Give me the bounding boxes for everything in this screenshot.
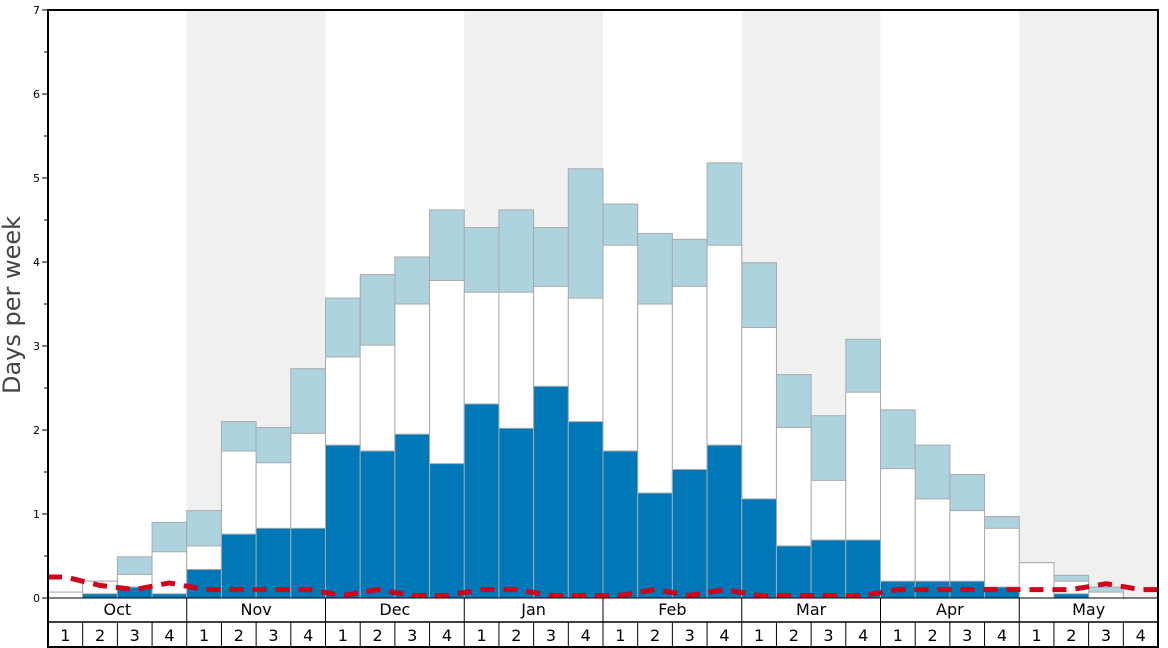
week-label: 2: [927, 626, 937, 645]
week-label: 3: [130, 626, 140, 645]
month-label-jan: Jan: [520, 600, 546, 619]
week-label: 1: [338, 626, 348, 645]
week-label: 4: [1136, 626, 1146, 645]
bar-white-25: [880, 468, 916, 599]
week-label: 4: [581, 626, 591, 645]
bar-dark-18: [637, 492, 673, 599]
bar-dark-30: [1053, 593, 1090, 599]
bar-white-29: [1018, 562, 1055, 599]
week-label: 4: [303, 626, 313, 645]
week-label: 3: [546, 626, 556, 645]
dashed-line-series: [48, 574, 1158, 598]
week-label: 2: [650, 626, 660, 645]
y-tick-label: 3: [33, 340, 40, 353]
y-axis-label: Days per week: [0, 216, 26, 394]
week-label: 1: [1032, 626, 1042, 645]
bar-white-31: [1088, 591, 1124, 599]
week-label: 4: [442, 626, 452, 645]
bar-white-28: [984, 527, 1020, 599]
month-label-apr: Apr: [936, 600, 964, 619]
bar-dark-4: [151, 593, 188, 599]
y-tick-label: 0: [33, 592, 40, 605]
bar-dark-10: [359, 450, 396, 599]
bar-dark-5: [186, 568, 222, 599]
week-label: 4: [719, 626, 729, 645]
week-label: 2: [372, 626, 382, 645]
week-label: 1: [615, 626, 625, 645]
week-label: 3: [823, 626, 833, 645]
week-label: 1: [60, 626, 70, 645]
week-label: 4: [164, 626, 174, 645]
bar-dark-17: [602, 450, 639, 599]
bar-dark-15: [533, 385, 569, 599]
y-tick-label: 5: [33, 172, 40, 185]
week-label: 2: [234, 626, 244, 645]
bar-dark-2: [82, 593, 118, 599]
month-label-oct: Oct: [104, 600, 132, 619]
bar-dark-16: [567, 421, 604, 599]
week-label: 4: [997, 626, 1007, 645]
x-axis: Oct Nov Dec Jan Feb Mar Apr May 1 2 3 4 1 2 3 4 1 2 3 4 1 2 3 4…: [60, 598, 1146, 648]
week-label: 2: [789, 626, 799, 645]
week-label: 3: [268, 626, 278, 645]
dashed-line-path: [48, 574, 1158, 598]
week-label: 1: [893, 626, 903, 645]
y-tick-label: 7: [33, 4, 40, 17]
week-label: 3: [407, 626, 417, 645]
week-label: 3: [962, 626, 972, 645]
bar-dark-21: [741, 498, 777, 599]
y-tick-label: 4: [33, 256, 40, 269]
month-label-dec: Dec: [379, 600, 410, 619]
bar-dark-12: [429, 463, 465, 599]
bar-white-4: [151, 551, 188, 599]
bar-dark-24: [845, 539, 881, 599]
week-label: 3: [685, 626, 695, 645]
bar-dark-19: [671, 468, 708, 599]
month-label-may: May: [1072, 600, 1105, 619]
week-label: 1: [199, 626, 209, 645]
bar-dark-9: [325, 444, 361, 599]
week-label: 2: [1066, 626, 1076, 645]
month-label-nov: Nov: [241, 600, 272, 619]
week-label: 3: [1101, 626, 1111, 645]
week-label: 2: [95, 626, 105, 645]
bar-dark-11: [394, 433, 431, 599]
month-shade-may: [1019, 10, 1158, 598]
y-tick-label: 1: [33, 508, 40, 521]
bar-dark-22: [775, 545, 812, 599]
y-axis: 0 1 2 3 4 5 6 7: [33, 4, 48, 605]
bar-dark-14: [498, 427, 535, 599]
bar-white-1: [47, 591, 84, 599]
week-label: 1: [477, 626, 487, 645]
week-label: 4: [858, 626, 868, 645]
week-label: 1: [754, 626, 764, 645]
month-label-mar: Mar: [796, 600, 827, 619]
bar-dark-13: [463, 403, 500, 599]
month-label-feb: Feb: [658, 600, 686, 619]
bar-dark-20: [706, 444, 743, 599]
y-tick-label: 2: [33, 424, 40, 437]
week-label: 2: [511, 626, 521, 645]
y-tick-label: 6: [33, 88, 40, 101]
bar-dark-8: [290, 527, 326, 599]
bar-dark-23: [810, 539, 847, 599]
